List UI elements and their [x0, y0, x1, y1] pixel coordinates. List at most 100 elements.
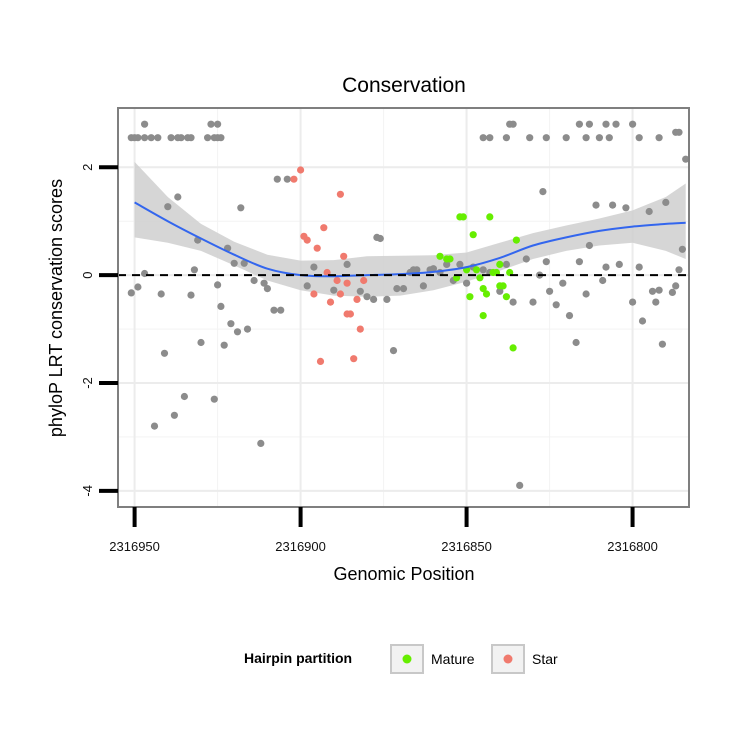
point-other [456, 260, 464, 268]
point-other [214, 120, 222, 128]
point-star [316, 357, 325, 365]
point-other [370, 295, 378, 303]
point-mature [476, 274, 484, 282]
point-other [141, 120, 149, 128]
point-other [283, 175, 291, 183]
point-other [210, 395, 218, 403]
point-other [393, 285, 401, 293]
x-tick-label: 2316950 [109, 539, 160, 554]
point-other [546, 287, 554, 295]
point-other [526, 134, 534, 142]
point-other [141, 134, 149, 142]
point-other [638, 317, 647, 325]
point-star [297, 166, 305, 174]
point-other [240, 259, 248, 267]
point-other [655, 286, 663, 294]
point-other [658, 340, 667, 348]
y-axis-title: phyloP LRT conservation scores [46, 179, 66, 437]
point-other [217, 134, 225, 142]
point-other [668, 288, 677, 296]
point-other [635, 134, 643, 142]
point-other [672, 282, 680, 290]
point-other [270, 306, 278, 314]
y-axis: -4 -2 0 2 [80, 164, 118, 497]
point-other [127, 289, 135, 297]
point-other [645, 207, 653, 216]
point-other [164, 203, 172, 211]
point-other [542, 258, 550, 266]
point-star [326, 298, 335, 306]
x-tick-label: 2316900 [275, 539, 326, 554]
point-other [585, 241, 594, 250]
point-other [542, 134, 550, 142]
legend-title: Hairpin partition [244, 650, 352, 666]
point-other [419, 282, 427, 290]
y-tick-label: 0 [80, 272, 95, 279]
x-axis: 2316950 2316900 2316850 2316800 [109, 507, 658, 554]
point-mature [496, 260, 504, 268]
legend: Hairpin partition Mature Star [244, 644, 558, 674]
point-other [413, 266, 421, 274]
point-other [187, 134, 195, 142]
point-other [443, 260, 451, 268]
point-other [243, 325, 252, 333]
point-mature [469, 231, 477, 239]
point-star [333, 276, 341, 285]
point-other [592, 201, 600, 209]
point-star [290, 175, 298, 183]
point-star [346, 310, 354, 318]
point-other [605, 134, 613, 142]
point-other [502, 260, 510, 268]
point-other [675, 266, 683, 274]
point-mature [436, 252, 444, 260]
point-mature [479, 285, 487, 293]
point-other [652, 298, 660, 306]
point-other [177, 134, 185, 142]
point-other [233, 328, 242, 336]
point-mature [472, 266, 481, 274]
point-other [134, 134, 142, 142]
legend-label-mature: Mature [431, 651, 475, 667]
point-star [336, 190, 344, 198]
point-other [150, 422, 159, 430]
point-other [263, 285, 271, 293]
point-other [197, 338, 205, 347]
point-other [509, 120, 517, 128]
point-mature [466, 293, 474, 301]
legend-label-star: Star [532, 651, 558, 667]
point-other [190, 266, 198, 274]
point-other [629, 120, 637, 128]
point-other [237, 204, 245, 212]
point-other [310, 263, 318, 271]
point-other [562, 134, 570, 142]
point-other [539, 188, 547, 196]
confidence-band [134, 161, 686, 297]
point-other [585, 120, 594, 128]
point-other [204, 134, 212, 142]
point-mature [446, 255, 454, 263]
point-other [629, 298, 637, 306]
point-star [356, 325, 364, 333]
point-other [220, 341, 228, 349]
point-other [303, 282, 311, 290]
point-other [572, 338, 580, 347]
point-mature [509, 344, 517, 352]
point-other [429, 265, 437, 273]
point-other [330, 286, 338, 294]
point-mature [459, 213, 467, 221]
point-other [363, 293, 371, 301]
point-other [678, 245, 687, 253]
plot-border [117, 107, 690, 508]
point-other [383, 295, 391, 303]
point-other [655, 134, 663, 142]
point-other [230, 259, 238, 267]
point-other [227, 320, 235, 328]
point-other [356, 287, 364, 295]
point-other [509, 298, 517, 306]
point-mature [479, 312, 487, 320]
point-mature [499, 282, 507, 290]
point-star [340, 252, 348, 260]
point-other [399, 285, 408, 293]
y-tick-label: -2 [80, 377, 95, 389]
